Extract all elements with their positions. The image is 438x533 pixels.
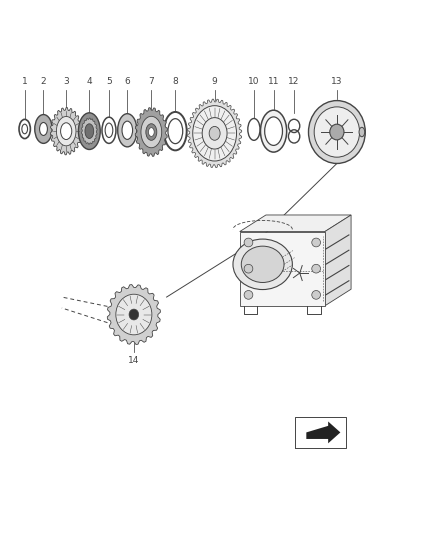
Text: 9: 9 xyxy=(212,77,218,86)
Ellipse shape xyxy=(148,128,154,136)
Polygon shape xyxy=(107,285,160,344)
Text: 3: 3 xyxy=(64,77,69,86)
Ellipse shape xyxy=(314,107,360,157)
Text: 6: 6 xyxy=(124,77,130,86)
Ellipse shape xyxy=(146,124,157,140)
Text: 2: 2 xyxy=(41,77,46,86)
Text: 1: 1 xyxy=(22,77,28,86)
Ellipse shape xyxy=(233,239,292,289)
Text: 8: 8 xyxy=(173,77,178,86)
Circle shape xyxy=(244,238,253,247)
Text: 5: 5 xyxy=(106,77,112,86)
Ellipse shape xyxy=(60,123,72,140)
Polygon shape xyxy=(50,108,82,155)
Text: 10: 10 xyxy=(248,77,260,86)
Ellipse shape xyxy=(308,101,365,164)
Text: 13: 13 xyxy=(331,77,343,86)
Polygon shape xyxy=(325,215,351,306)
Ellipse shape xyxy=(202,118,227,149)
Ellipse shape xyxy=(359,127,365,137)
Ellipse shape xyxy=(116,294,152,335)
Circle shape xyxy=(312,264,321,273)
Polygon shape xyxy=(135,108,167,156)
Ellipse shape xyxy=(141,116,162,148)
Polygon shape xyxy=(187,99,242,167)
Ellipse shape xyxy=(122,121,133,140)
Ellipse shape xyxy=(85,124,94,139)
Ellipse shape xyxy=(57,117,76,146)
Ellipse shape xyxy=(39,123,47,135)
Polygon shape xyxy=(240,231,325,306)
Text: 14: 14 xyxy=(128,356,140,365)
Ellipse shape xyxy=(241,246,284,282)
Circle shape xyxy=(244,264,253,273)
Polygon shape xyxy=(81,118,97,144)
Circle shape xyxy=(312,290,321,299)
Text: 11: 11 xyxy=(268,77,279,86)
Circle shape xyxy=(312,238,321,247)
Ellipse shape xyxy=(118,114,137,147)
Text: 7: 7 xyxy=(148,77,154,86)
Ellipse shape xyxy=(261,110,287,152)
Circle shape xyxy=(244,290,253,299)
Ellipse shape xyxy=(129,309,139,320)
Ellipse shape xyxy=(330,124,344,140)
Ellipse shape xyxy=(35,115,52,143)
Polygon shape xyxy=(306,422,340,443)
Polygon shape xyxy=(240,215,351,231)
Text: 12: 12 xyxy=(288,77,300,86)
Ellipse shape xyxy=(193,106,237,161)
Ellipse shape xyxy=(209,126,220,140)
Ellipse shape xyxy=(265,117,283,146)
Ellipse shape xyxy=(78,113,100,149)
Text: 4: 4 xyxy=(87,77,92,86)
